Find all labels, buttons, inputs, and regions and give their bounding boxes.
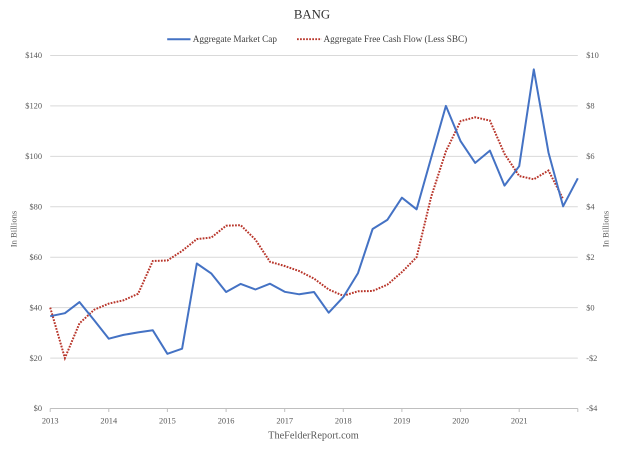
svg-text:-$2: -$2 — [586, 354, 597, 363]
svg-text:TheFelderReport.com: TheFelderReport.com — [268, 431, 359, 442]
svg-text:$4: $4 — [586, 203, 595, 212]
svg-text:2016: 2016 — [218, 416, 235, 425]
svg-text:In Billions: In Billions — [9, 210, 19, 247]
svg-text:2018: 2018 — [335, 416, 352, 425]
svg-text:$80: $80 — [29, 203, 42, 212]
svg-text:$60: $60 — [29, 253, 42, 262]
svg-text:BANG: BANG — [294, 7, 330, 21]
svg-text:2017: 2017 — [276, 416, 293, 425]
svg-text:2019: 2019 — [394, 416, 411, 425]
svg-text:$6: $6 — [586, 152, 594, 161]
svg-text:Aggregate Free Cash Flow (Less: Aggregate Free Cash Flow (Less SBC) — [324, 34, 468, 44]
svg-text:$100: $100 — [25, 152, 42, 161]
svg-text:$2: $2 — [586, 253, 594, 262]
svg-text:Aggregate Market Cap: Aggregate Market Cap — [193, 34, 278, 44]
svg-text:2014: 2014 — [100, 416, 118, 425]
svg-text:2020: 2020 — [452, 416, 469, 425]
svg-text:$0: $0 — [34, 404, 42, 413]
svg-text:2013: 2013 — [42, 416, 59, 425]
svg-text:In Billions: In Billions — [601, 210, 611, 247]
svg-text:$20: $20 — [29, 354, 42, 363]
svg-text:$8: $8 — [586, 102, 594, 111]
svg-text:2015: 2015 — [159, 416, 176, 425]
svg-text:$120: $120 — [25, 102, 42, 111]
svg-text:$40: $40 — [29, 303, 42, 312]
svg-text:$10: $10 — [586, 51, 599, 60]
svg-text:$0: $0 — [586, 303, 594, 312]
svg-text:-$4: -$4 — [586, 404, 598, 413]
svg-text:$140: $140 — [25, 51, 42, 60]
svg-text:2021: 2021 — [511, 416, 528, 425]
